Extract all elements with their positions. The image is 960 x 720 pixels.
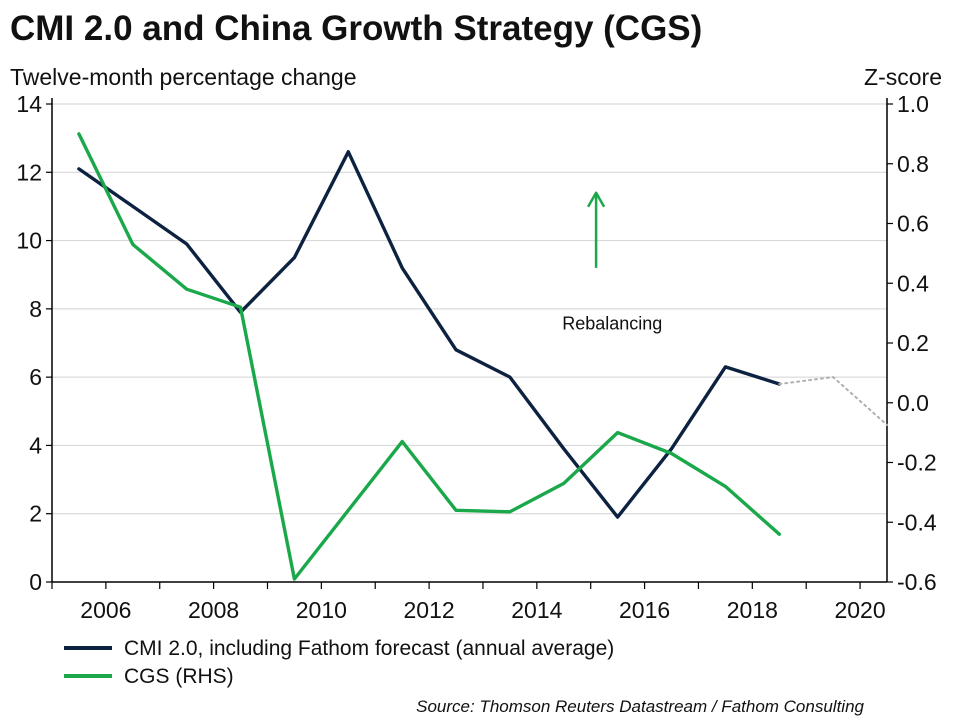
series-line-0 xyxy=(77,150,781,519)
left-tick-label-6: 12 xyxy=(16,159,42,185)
left-tick-label-0: 0 xyxy=(29,569,42,595)
right-tick-label-7: 0.8 xyxy=(897,151,929,177)
left-tick-label-3: 6 xyxy=(29,364,42,390)
right-tick-label-3: 0.0 xyxy=(897,390,929,416)
series-lines xyxy=(77,132,888,581)
left-tick-label-1: 2 xyxy=(29,501,42,527)
x-tick-label-5: 2016 xyxy=(619,597,670,623)
right-axis-label: Z-score xyxy=(864,64,942,90)
series-line-1 xyxy=(778,376,888,426)
right-tick-label-5: 0.4 xyxy=(897,270,929,296)
left-tick-label-4: 8 xyxy=(29,296,42,322)
x-tick-label-2: 2010 xyxy=(296,597,347,623)
chart-title: CMI 2.0 and China Growth Strategy (CGS) xyxy=(10,9,702,48)
axes: 0 2 4 6 8 10 12 14 -0.6 -0.4 -0.2 0.0 0.2 0.4 0.6 0.8 1.… xyxy=(16,91,936,623)
legend: CMI 2.0, including Fathom forecast (annu… xyxy=(64,637,614,688)
right-tick-label-4: 0.2 xyxy=(897,330,929,356)
annotations: Rebalancing xyxy=(562,191,662,333)
x-tick-label-1: 2008 xyxy=(188,597,239,623)
x-tick-label-4: 2014 xyxy=(511,597,562,623)
annotation-text-0: Rebalancing xyxy=(562,313,662,333)
legend-label-cmi: CMI 2.0, including Fathom forecast (annu… xyxy=(124,637,614,660)
x-tick-label-6: 2018 xyxy=(727,597,778,623)
source-note: Source: Thomson Reuters Datastream / Fat… xyxy=(416,697,864,716)
left-tick-label-5: 10 xyxy=(16,228,42,254)
x-tick-label-7: 2020 xyxy=(834,597,885,623)
legend-label-cgs: CGS (RHS) xyxy=(124,665,234,688)
right-tick-label-1: -0.4 xyxy=(897,509,937,535)
right-tick-label-6: 0.6 xyxy=(897,211,929,237)
right-tick-label-0: -0.6 xyxy=(897,569,937,595)
right-tick-label-8: 1.0 xyxy=(897,91,929,117)
left-axis-label: Twelve-month percentage change xyxy=(10,64,357,90)
x-tick-label-0: 2006 xyxy=(80,597,131,623)
series-line-2 xyxy=(77,132,781,581)
annotation-arrow-head xyxy=(587,191,606,208)
left-tick-label-2: 4 xyxy=(29,432,42,458)
left-tick-label-7: 14 xyxy=(16,91,42,117)
x-tick-label-3: 2012 xyxy=(404,597,455,623)
right-tick-label-2: -0.2 xyxy=(897,450,937,476)
grid-lines xyxy=(52,103,887,515)
